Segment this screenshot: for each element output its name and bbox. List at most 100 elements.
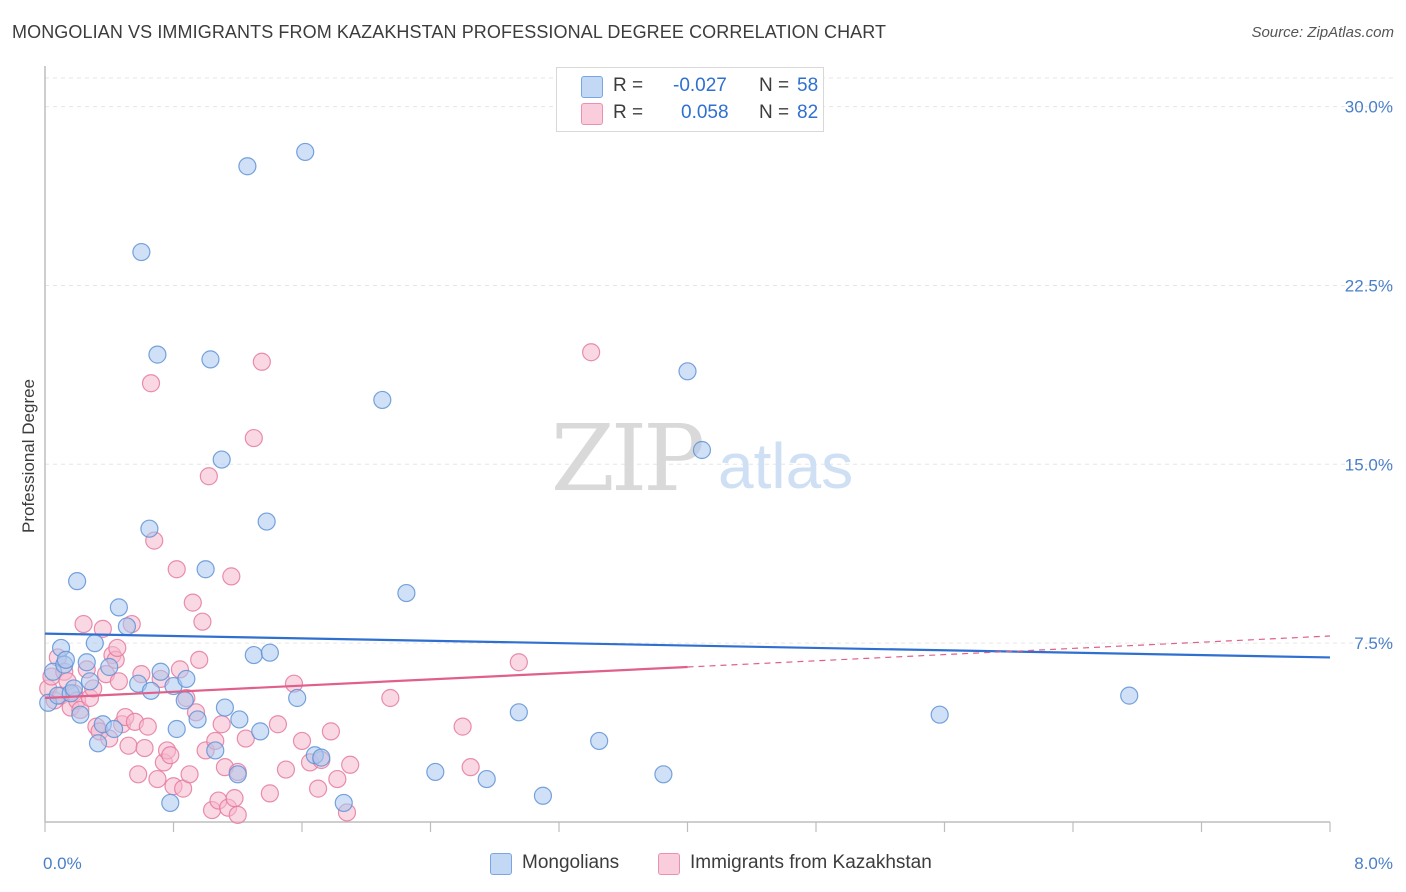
y-axis-label: Professional Degree [19,379,38,533]
mongolians-point [1120,686,1139,705]
legend-r-label: R = [613,75,644,96]
mongolians-point [100,657,119,677]
mongolians-point [228,765,247,784]
mongolians-point [260,643,279,662]
y-tick-label: 7.5% [1354,634,1393,653]
kazakhstan-point [180,765,199,784]
mongolians-point [104,719,124,739]
kazakhstan-point [74,614,93,634]
legend-n-value: 82 [797,102,819,123]
mongolians-point [117,617,137,636]
mongolians-point [56,650,75,669]
mongolians-point [678,362,697,381]
legend-n-value: 58 [797,75,819,96]
kazakhstan-point [222,567,241,586]
mongolians-point [167,719,186,739]
legend-r-label: R = [613,102,644,123]
mongolians-point [132,242,151,262]
y-tick-label: 30.0% [1345,98,1393,117]
mongolians-trend-line [44,632,1331,659]
mongolians-point [244,645,263,665]
mongolians-point [215,698,234,717]
kazakhstan-point [129,765,148,784]
mongolians-point [71,705,90,724]
kazakhstan-point [167,560,186,579]
mongolians-point [257,512,276,531]
mongolians-point [188,710,207,729]
kazakhstan-point [212,715,231,734]
mongolians-point [312,748,331,767]
kazakhstan-point [453,717,472,736]
y-tick-label: 22.5% [1345,276,1393,295]
mongolians-point [296,142,315,162]
source-credit: Source: ZipAtlas.com [1251,24,1394,41]
kazakhstan-point [138,717,157,736]
kazakhstan-trend-line [44,665,688,700]
kazakhstan-point [341,755,360,774]
kazakhstan-point [328,769,347,789]
mongolians-point [238,157,257,176]
kazakhstan-point [225,789,244,808]
kazakhstan-point [183,593,202,612]
x-tick-label: 8.0% [1354,854,1393,873]
kazakhstan-point [228,805,247,824]
legend-label: Immigrants from Kazakhstan [690,852,932,873]
watermark: ZIP atlas [551,405,853,512]
mongolians-point [590,731,609,751]
kazakhstan-point [381,688,400,708]
kazakhstan-point [276,760,296,779]
mongolians-point [161,793,180,813]
mongolians-point [85,634,104,653]
kazakhstan-point [135,738,154,758]
legend-r-value: -0.027 [673,75,727,96]
kazakhstan-point [148,769,167,789]
kazakhstan-point [236,729,255,748]
mongolians-point [148,345,167,364]
watermark-zip: ZIP [551,405,702,512]
legend-swatch-blue [581,76,603,98]
mongolians-point [930,705,949,724]
kazakhstan-point [252,352,271,371]
kazakhstan-point [161,746,180,765]
kazakhstan-point [244,428,263,448]
chart-title: MONGOLIAN VS IMMIGRANTS FROM KAZAKHSTAN … [12,22,887,42]
mongolians-point [397,583,416,603]
kazakhstan-point [461,758,480,777]
kazakhstan-point [308,779,328,798]
mongolians-point [177,669,196,689]
kazakhstan-point [141,374,161,393]
mongolians-point [141,681,161,700]
x-tick-label: 0.0% [43,854,82,873]
mongolians-point [373,390,392,410]
mongolians-point [509,703,528,722]
mongolians-point [251,722,270,741]
mongolians-point [201,350,220,369]
kazakhstan-point [321,722,341,741]
kazakhstan-point [199,467,218,486]
mongolians-point [426,762,445,782]
kazakhstan-point [509,653,528,672]
legend-label: Mongolians [522,852,620,873]
tick-labels: 7.5% 15.0% 22.5% 30.0% 0.0% 8.0% [43,98,1393,873]
mongolians-point [109,598,128,617]
kazakhstan-point [108,638,127,658]
mongolians-point [206,741,225,760]
kazakhstan-point [193,612,212,631]
mongolians-point [151,662,170,681]
legend-swatch-blue [490,853,512,875]
kazakhstan-point [268,715,288,734]
kazakhstan-point [260,784,279,803]
mongolians-point [140,519,159,538]
mongolians-point [692,440,712,460]
mongolians-point [88,734,108,753]
legend-n-label: N = [759,75,790,96]
kazakhstan-point [119,736,138,755]
legend-swatch-pink [658,853,680,875]
kazakhstan-point [582,343,601,362]
kazakhstan-point [190,650,209,669]
mongolians-point [654,765,673,784]
legend-swatch-pink [581,103,603,125]
mongolians-point [212,450,231,469]
kazakhstan-trend-extension [687,635,1331,668]
mongolians-point [80,672,100,691]
